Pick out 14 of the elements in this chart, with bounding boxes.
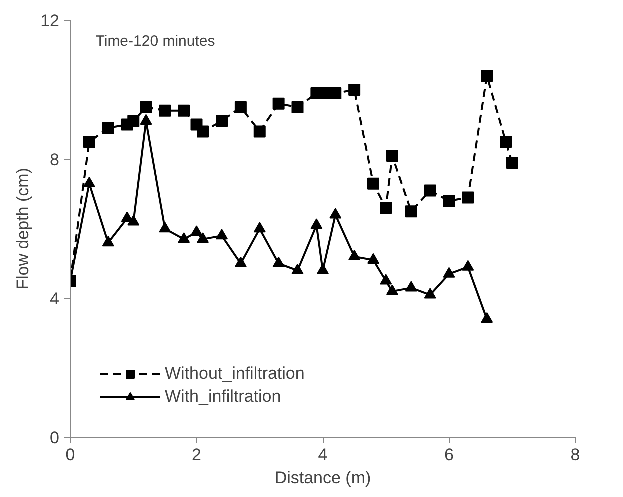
x-tick-label: 0 bbox=[66, 446, 76, 464]
x-tick-label: 6 bbox=[444, 446, 454, 464]
x-tick-label: 4 bbox=[318, 446, 328, 464]
y-tick-label: 4 bbox=[50, 290, 60, 308]
y-tick-label: 0 bbox=[50, 428, 60, 448]
y-tick-label: 12 bbox=[40, 12, 60, 30]
x-axis-title: Distance (m) bbox=[274, 468, 372, 488]
annotation: Time-120 minutes bbox=[96, 33, 216, 50]
legend-label: Without_infiltration bbox=[165, 364, 305, 384]
x-tick-label: 2 bbox=[192, 446, 202, 464]
legend-label: With_infiltration bbox=[165, 387, 282, 407]
y-axis-title: Flow depth (cm) bbox=[14, 168, 33, 290]
x-tick-label: 8 bbox=[570, 446, 580, 464]
y-tick-label: 8 bbox=[50, 150, 60, 170]
